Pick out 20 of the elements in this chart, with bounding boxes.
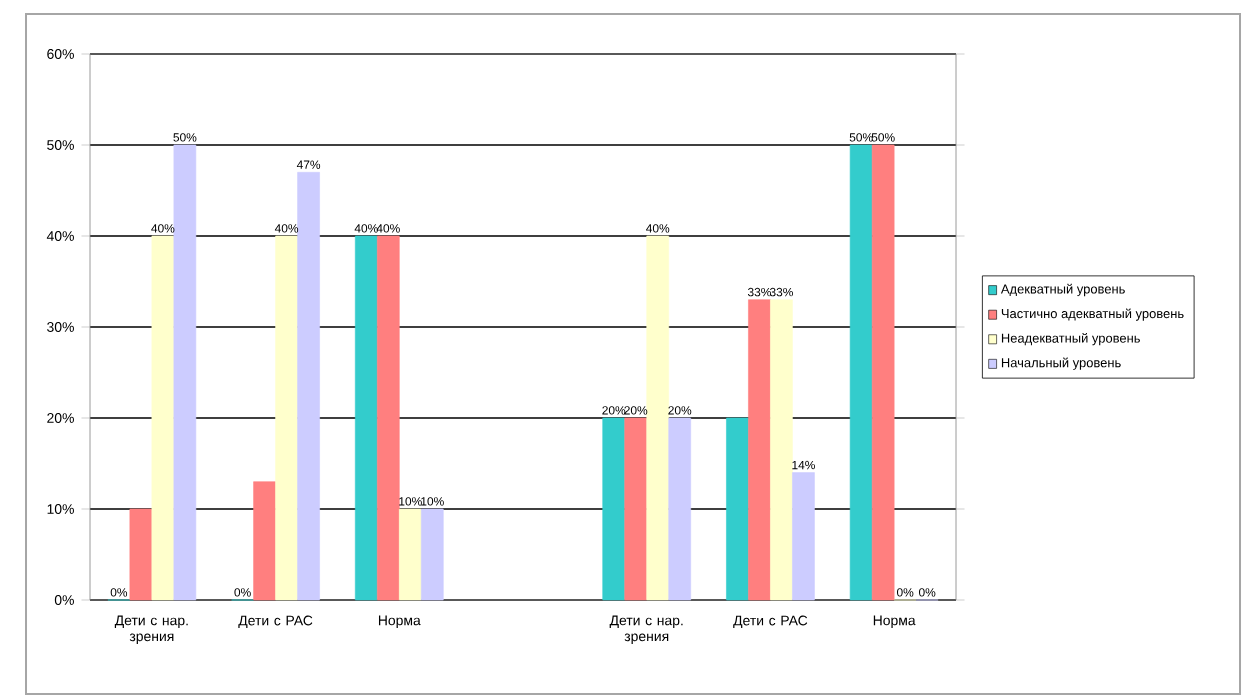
bar xyxy=(602,417,626,601)
bar xyxy=(792,472,815,601)
bar xyxy=(398,508,422,601)
bar xyxy=(849,144,873,601)
bar xyxy=(748,299,771,601)
bar xyxy=(354,235,378,601)
bar xyxy=(726,417,749,601)
bar xyxy=(275,235,298,601)
bar xyxy=(624,417,648,601)
bar xyxy=(297,172,320,601)
bar xyxy=(151,235,175,601)
bar xyxy=(420,508,444,601)
bar xyxy=(253,481,276,601)
bar xyxy=(646,235,670,601)
bar xyxy=(129,508,153,601)
bar xyxy=(376,235,400,601)
bar xyxy=(871,144,895,601)
bar xyxy=(668,417,692,601)
bar xyxy=(770,299,793,601)
bar xyxy=(173,144,197,601)
